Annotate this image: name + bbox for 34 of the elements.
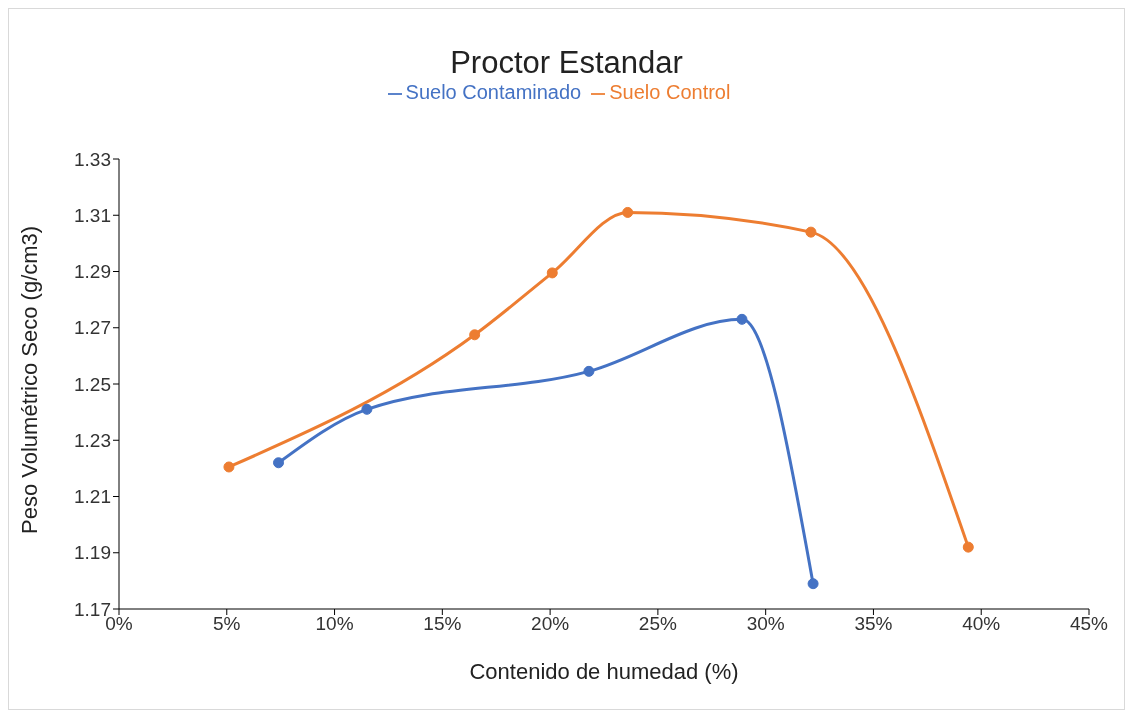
point — [736, 313, 748, 325]
x-tick-label: 40% — [962, 613, 1001, 635]
chart-title: Proctor Estandar — [450, 45, 683, 80]
y-tick-label: 1.25 — [74, 373, 111, 395]
y-tick-label: 1.33 — [74, 148, 111, 170]
x-axis-title: Contenido de humedad (%) — [469, 659, 739, 684]
point — [361, 403, 373, 415]
point — [622, 206, 634, 218]
x-tick-label: 35% — [854, 613, 893, 635]
y-tick-label: 1.19 — [74, 542, 111, 564]
point — [223, 461, 235, 473]
point — [807, 578, 819, 590]
x-tick-label: 25% — [638, 613, 678, 635]
point — [805, 226, 817, 238]
point — [583, 365, 595, 377]
y-axis-title: Peso Volumétrico Seco (g/cm3) — [16, 225, 42, 534]
point — [469, 329, 481, 341]
legend-label: Suelo Control — [609, 81, 731, 103]
y-tick-label: 1.31 — [74, 204, 111, 226]
x-tick-label: 30% — [746, 613, 785, 635]
x-tick-label: 15% — [423, 613, 462, 635]
y-tick-label: 1.21 — [74, 486, 111, 508]
x-tick-label: 45% — [1069, 613, 1109, 635]
y-tick-label: 1.29 — [74, 261, 111, 283]
x-tick-label: 5% — [213, 613, 241, 635]
y-tick-label: 1.23 — [74, 429, 111, 451]
point — [962, 541, 974, 553]
x-tick-label: 10% — [315, 613, 354, 635]
point — [546, 267, 558, 279]
legend-label: Suelo Contaminado — [405, 81, 582, 103]
x-tick-label: 20% — [531, 613, 570, 635]
point — [273, 457, 285, 469]
y-tick-label: 1.27 — [74, 317, 111, 339]
x-tick-label: 0% — [105, 613, 133, 635]
